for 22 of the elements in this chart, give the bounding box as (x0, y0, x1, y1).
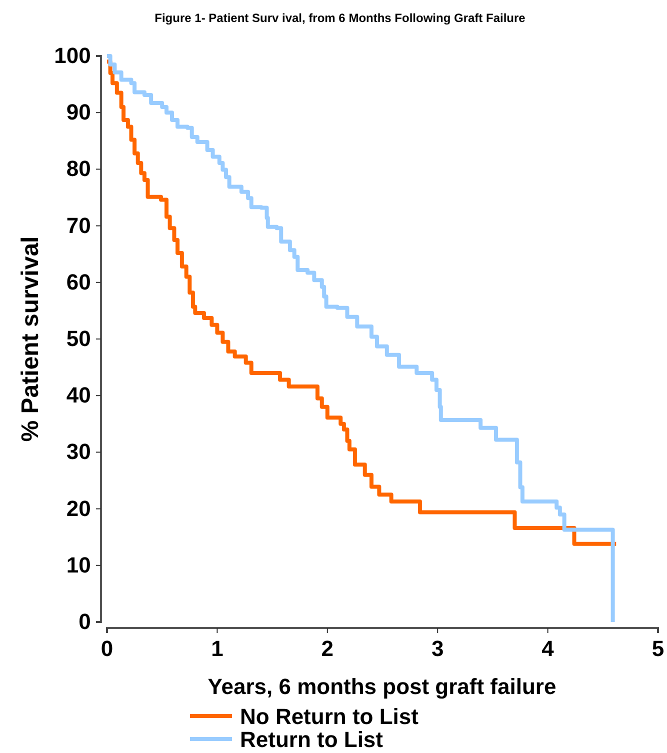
x-tick-label: 4 (542, 636, 555, 661)
y-tick-label: 70 (66, 212, 91, 238)
y-tick-label: 90 (66, 100, 91, 125)
y-tick-label: 20 (66, 496, 91, 521)
y-tick-label: 50 (66, 326, 91, 352)
y-tick-label: 80 (66, 156, 91, 182)
y-tick-label: 100 (54, 43, 91, 68)
x-axis-title: Years, 6 months post graft failure (208, 674, 556, 699)
legend-label: Return to List (240, 727, 384, 752)
y-axis-title: % Patient survival (17, 236, 44, 442)
x-tick-label: 2 (321, 636, 334, 661)
x-tick-label: 0 (100, 636, 114, 661)
x-tick-label: 5 (652, 636, 664, 661)
y-tick-label: 40 (66, 382, 91, 408)
y-tick-label: 10 (66, 552, 91, 578)
y-tick-label: 0 (78, 609, 91, 634)
y-tick-label: 30 (66, 439, 91, 464)
chart-title: Figure 1- Patient Surv ival, from 6 Months Following Graft Failure (154, 11, 526, 25)
x-tick-label: 1 (211, 636, 224, 661)
y-tick-label: 60 (66, 269, 91, 294)
legend-label: No Return to List (240, 704, 420, 729)
x-tick-label: 3 (431, 636, 444, 661)
